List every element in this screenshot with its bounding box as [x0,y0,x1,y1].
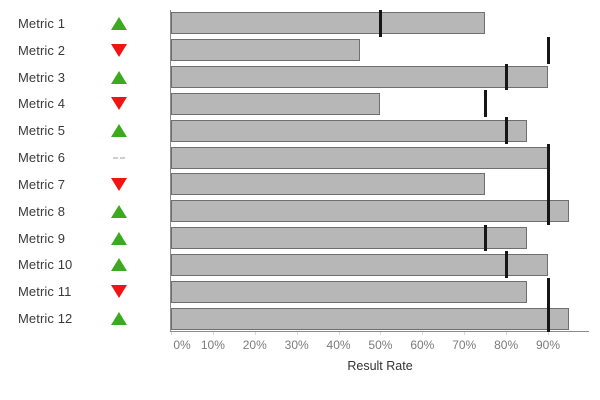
row-label: Metric 5 [18,123,66,139]
up-triangle-icon [111,124,127,138]
up-triangle-icon [111,312,127,326]
target-reference-line [546,305,550,332]
kpi-indicator [106,90,132,117]
kpi-indicator [106,64,132,91]
target-reference-line [504,251,508,279]
x-axis-tick [254,332,256,335]
target-reference-line [546,197,550,225]
x-tick-label: 0% [173,338,191,352]
result-bar[interactable] [171,12,486,35]
result-bar[interactable] [171,173,486,196]
x-axis-tick [212,332,214,335]
x-axis-title: Result Rate [347,359,413,373]
target-reference-line [546,170,550,198]
row-label: Metric 12 [18,311,73,327]
up-triangle-icon [111,231,127,245]
up-triangle-icon [111,16,127,30]
x-axis-tick [338,332,340,335]
result-bar[interactable] [171,253,548,276]
x-axis-tick [548,332,549,335]
x-tick-label: 90% [535,338,561,352]
row-label: Metric 7 [18,176,66,192]
target-reference-line [546,36,550,64]
x-tick-label: 40% [326,338,351,352]
kpi-indicator [106,10,132,37]
x-axis-line [170,331,589,332]
x-axis-tick [380,332,382,335]
x-axis-tick [464,332,466,335]
up-triangle-icon [111,258,127,272]
x-tick-label: 80% [494,338,519,352]
kpi-indicator [106,37,132,64]
kpi-indicator [106,171,132,198]
row-label: Metric 10 [18,257,73,273]
x-axis-tick [296,332,298,335]
kpi-indicator [106,305,132,332]
x-tick-label: 60% [410,338,435,352]
x-tick-label: 10% [200,338,225,352]
result-bar[interactable] [171,92,381,115]
target-reference-line [546,144,550,171]
result-bar[interactable] [171,146,548,169]
target-reference-line [504,63,508,91]
kpi-indicator [106,117,132,144]
row-label: Metric 4 [18,96,66,112]
x-axis-tick [506,332,508,335]
up-triangle-icon [111,204,127,218]
x-tick-label: 30% [284,338,309,352]
down-triangle-icon [111,177,127,191]
row-label: Metric 9 [18,230,66,246]
neutral-dash-icon [113,156,125,159]
target-reference-line [546,278,550,306]
target-reference-line [483,224,487,252]
x-tick-label: 20% [242,338,267,352]
down-triangle-icon [111,43,127,57]
kpi-indicator [106,225,132,252]
down-triangle-icon [111,97,127,111]
result-bar[interactable] [171,200,569,223]
result-bar[interactable] [171,280,528,303]
kpi-indicator [106,144,132,171]
x-tick-label: 50% [368,338,393,352]
target-reference-line [504,117,508,145]
kpi-indicator [106,278,132,305]
row-label: Metric 8 [18,203,66,219]
target-reference-line [378,10,382,37]
row-label: Metric 2 [18,42,66,58]
kpi-indicator [106,251,132,278]
row-label: Metric 3 [18,69,66,85]
down-triangle-icon [111,285,127,299]
kpi-indicator [106,198,132,225]
x-axis-tick [171,332,172,335]
result-bar[interactable] [171,119,528,142]
row-label: Metric 1 [18,15,66,31]
target-reference-line [483,90,487,118]
y-axis-line [170,10,171,332]
result-bar[interactable] [171,307,569,330]
result-bar[interactable] [171,227,528,250]
x-axis-tick [422,332,424,335]
up-triangle-icon [111,70,127,84]
row-label: Metric 11 [18,284,72,300]
row-label: Metric 6 [18,150,66,166]
x-tick-label: 70% [452,338,477,352]
result-bar[interactable] [171,66,548,89]
result-bar[interactable] [171,39,360,62]
